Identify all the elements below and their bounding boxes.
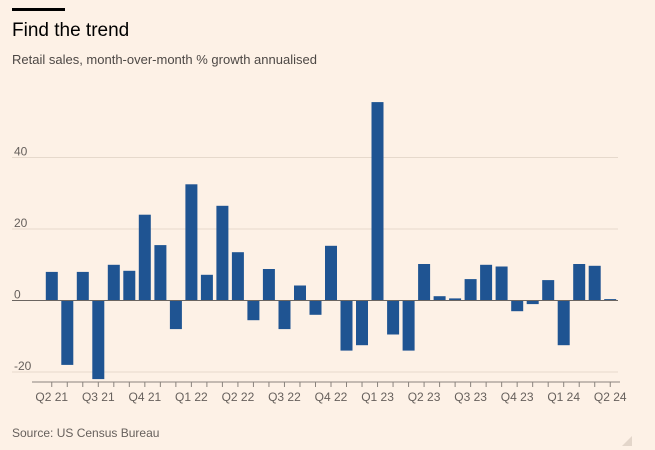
- bar: [278, 300, 291, 330]
- chart-title: Find the trend: [12, 20, 130, 41]
- bar: [45, 271, 58, 301]
- y-tick-label: 0: [14, 288, 21, 302]
- bar: [294, 285, 306, 301]
- bar-layer: [45, 102, 617, 380]
- x-tick-label: Q2 24: [594, 390, 627, 404]
- bar: [449, 298, 462, 301]
- y-tick-label: -20: [14, 359, 32, 373]
- bar: [495, 266, 508, 301]
- bar: [216, 205, 229, 301]
- bar: [185, 184, 198, 301]
- grid-layer: -20 0 20 40: [12, 145, 618, 373]
- bar: [511, 300, 524, 312]
- bar: [92, 300, 105, 380]
- bar: [418, 264, 431, 301]
- source-note: Source: US Census Bureau: [12, 426, 160, 440]
- x-tick-label: Q2 21: [35, 390, 68, 404]
- bar: [557, 300, 570, 346]
- bar: [247, 300, 260, 321]
- x-tick-label: Q2 23: [408, 390, 441, 404]
- x-tick-label: Q3 22: [268, 390, 301, 404]
- x-tick-label: Q2 22: [222, 390, 255, 404]
- bar: [526, 300, 539, 305]
- bar: [480, 264, 493, 301]
- bar: [464, 279, 477, 301]
- bar: [138, 214, 151, 301]
- bar: [169, 300, 182, 330]
- bar: [604, 299, 617, 301]
- bar: [356, 300, 368, 346]
- top-rule: [12, 8, 65, 11]
- y-tick-label: 40: [14, 145, 28, 159]
- x-tick-label: Q1 22: [175, 390, 208, 404]
- bar: [123, 270, 136, 301]
- bar: [387, 300, 400, 335]
- x-tick-label: Q4 22: [315, 390, 348, 404]
- bar: [325, 245, 337, 301]
- x-tick-label: Q4 23: [501, 390, 534, 404]
- y-tick-label: 20: [14, 216, 28, 230]
- chart-subtitle: Retail sales, month-over-month % growth …: [12, 52, 317, 67]
- bar: [402, 300, 415, 351]
- bar: [262, 269, 275, 301]
- axis-layer: Q2 21 Q3 21 Q4 21 Q1 22 Q2 22 Q3 22 Q4 22 Q1 23…: [12, 300, 627, 404]
- bar: [154, 245, 167, 301]
- bar: [542, 280, 555, 301]
- x-tick-label: Q3 21: [82, 390, 115, 404]
- bar: [371, 102, 384, 301]
- bar: [573, 264, 586, 301]
- x-tick-label: Q1 23: [361, 390, 394, 404]
- bar: [309, 300, 322, 315]
- bar: [76, 271, 89, 301]
- bar: [340, 300, 353, 351]
- corner-mark: [622, 436, 632, 446]
- bar: [61, 300, 74, 365]
- x-tick-label: Q3 23: [454, 390, 487, 404]
- bar: [107, 264, 120, 301]
- x-tick-label: Q4 21: [128, 390, 161, 404]
- bar: [231, 252, 244, 301]
- bar: [433, 296, 446, 301]
- bar: [588, 265, 601, 301]
- bar: [200, 274, 213, 301]
- x-tick-label: Q1 24: [547, 390, 580, 404]
